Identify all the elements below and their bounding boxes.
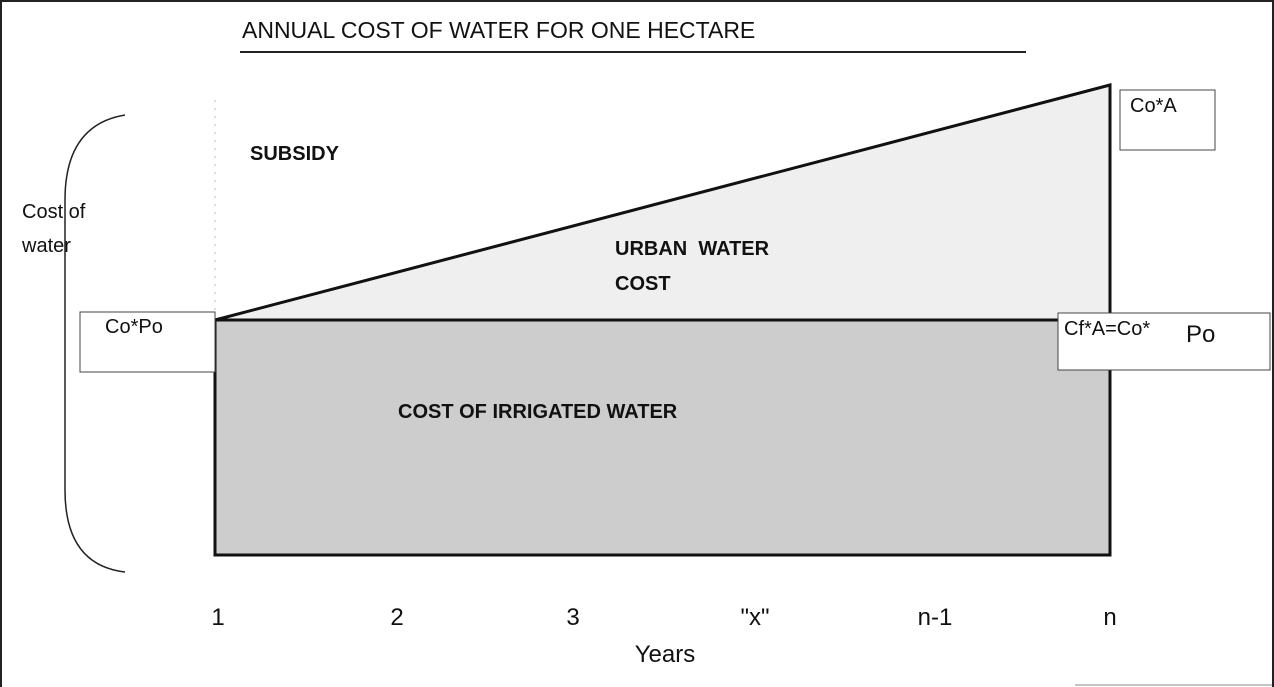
x-axis: 1 2 3 "x" n-1 n Years — [211, 604, 1116, 668]
box-label: Co*A — [1130, 95, 1177, 117]
x-label: "x" — [740, 604, 769, 631]
y-label: Cost of — [22, 201, 86, 223]
brace — [64, 114, 126, 573]
box — [79, 311, 216, 373]
x-label: n — [1103, 604, 1116, 631]
box-label: Co*Po — [105, 316, 163, 338]
x-label: 1 — [211, 604, 224, 631]
box — [1119, 89, 1216, 151]
x-title: Years — [635, 641, 696, 668]
irrigated-label: COST OF IRRIGATED WATER — [398, 401, 678, 423]
y-label: water — [21, 235, 71, 257]
subsidy-label: SUBSIDY — [250, 143, 340, 165]
urban-label: COST — [615, 273, 671, 295]
x-label: n-1 — [918, 604, 953, 631]
box — [1057, 312, 1271, 371]
title: ANNUAL COST OF WATER FOR ONE HECTARE — [242, 17, 755, 43]
urban-label: URBAN WATER — [615, 238, 770, 260]
x-label: 3 — [566, 604, 579, 631]
x-label: 2 — [390, 604, 403, 631]
box-label: Cf*A=Co* — [1064, 318, 1150, 340]
irrigated-region — [213, 318, 1112, 557]
box-label: Po — [1186, 321, 1215, 348]
